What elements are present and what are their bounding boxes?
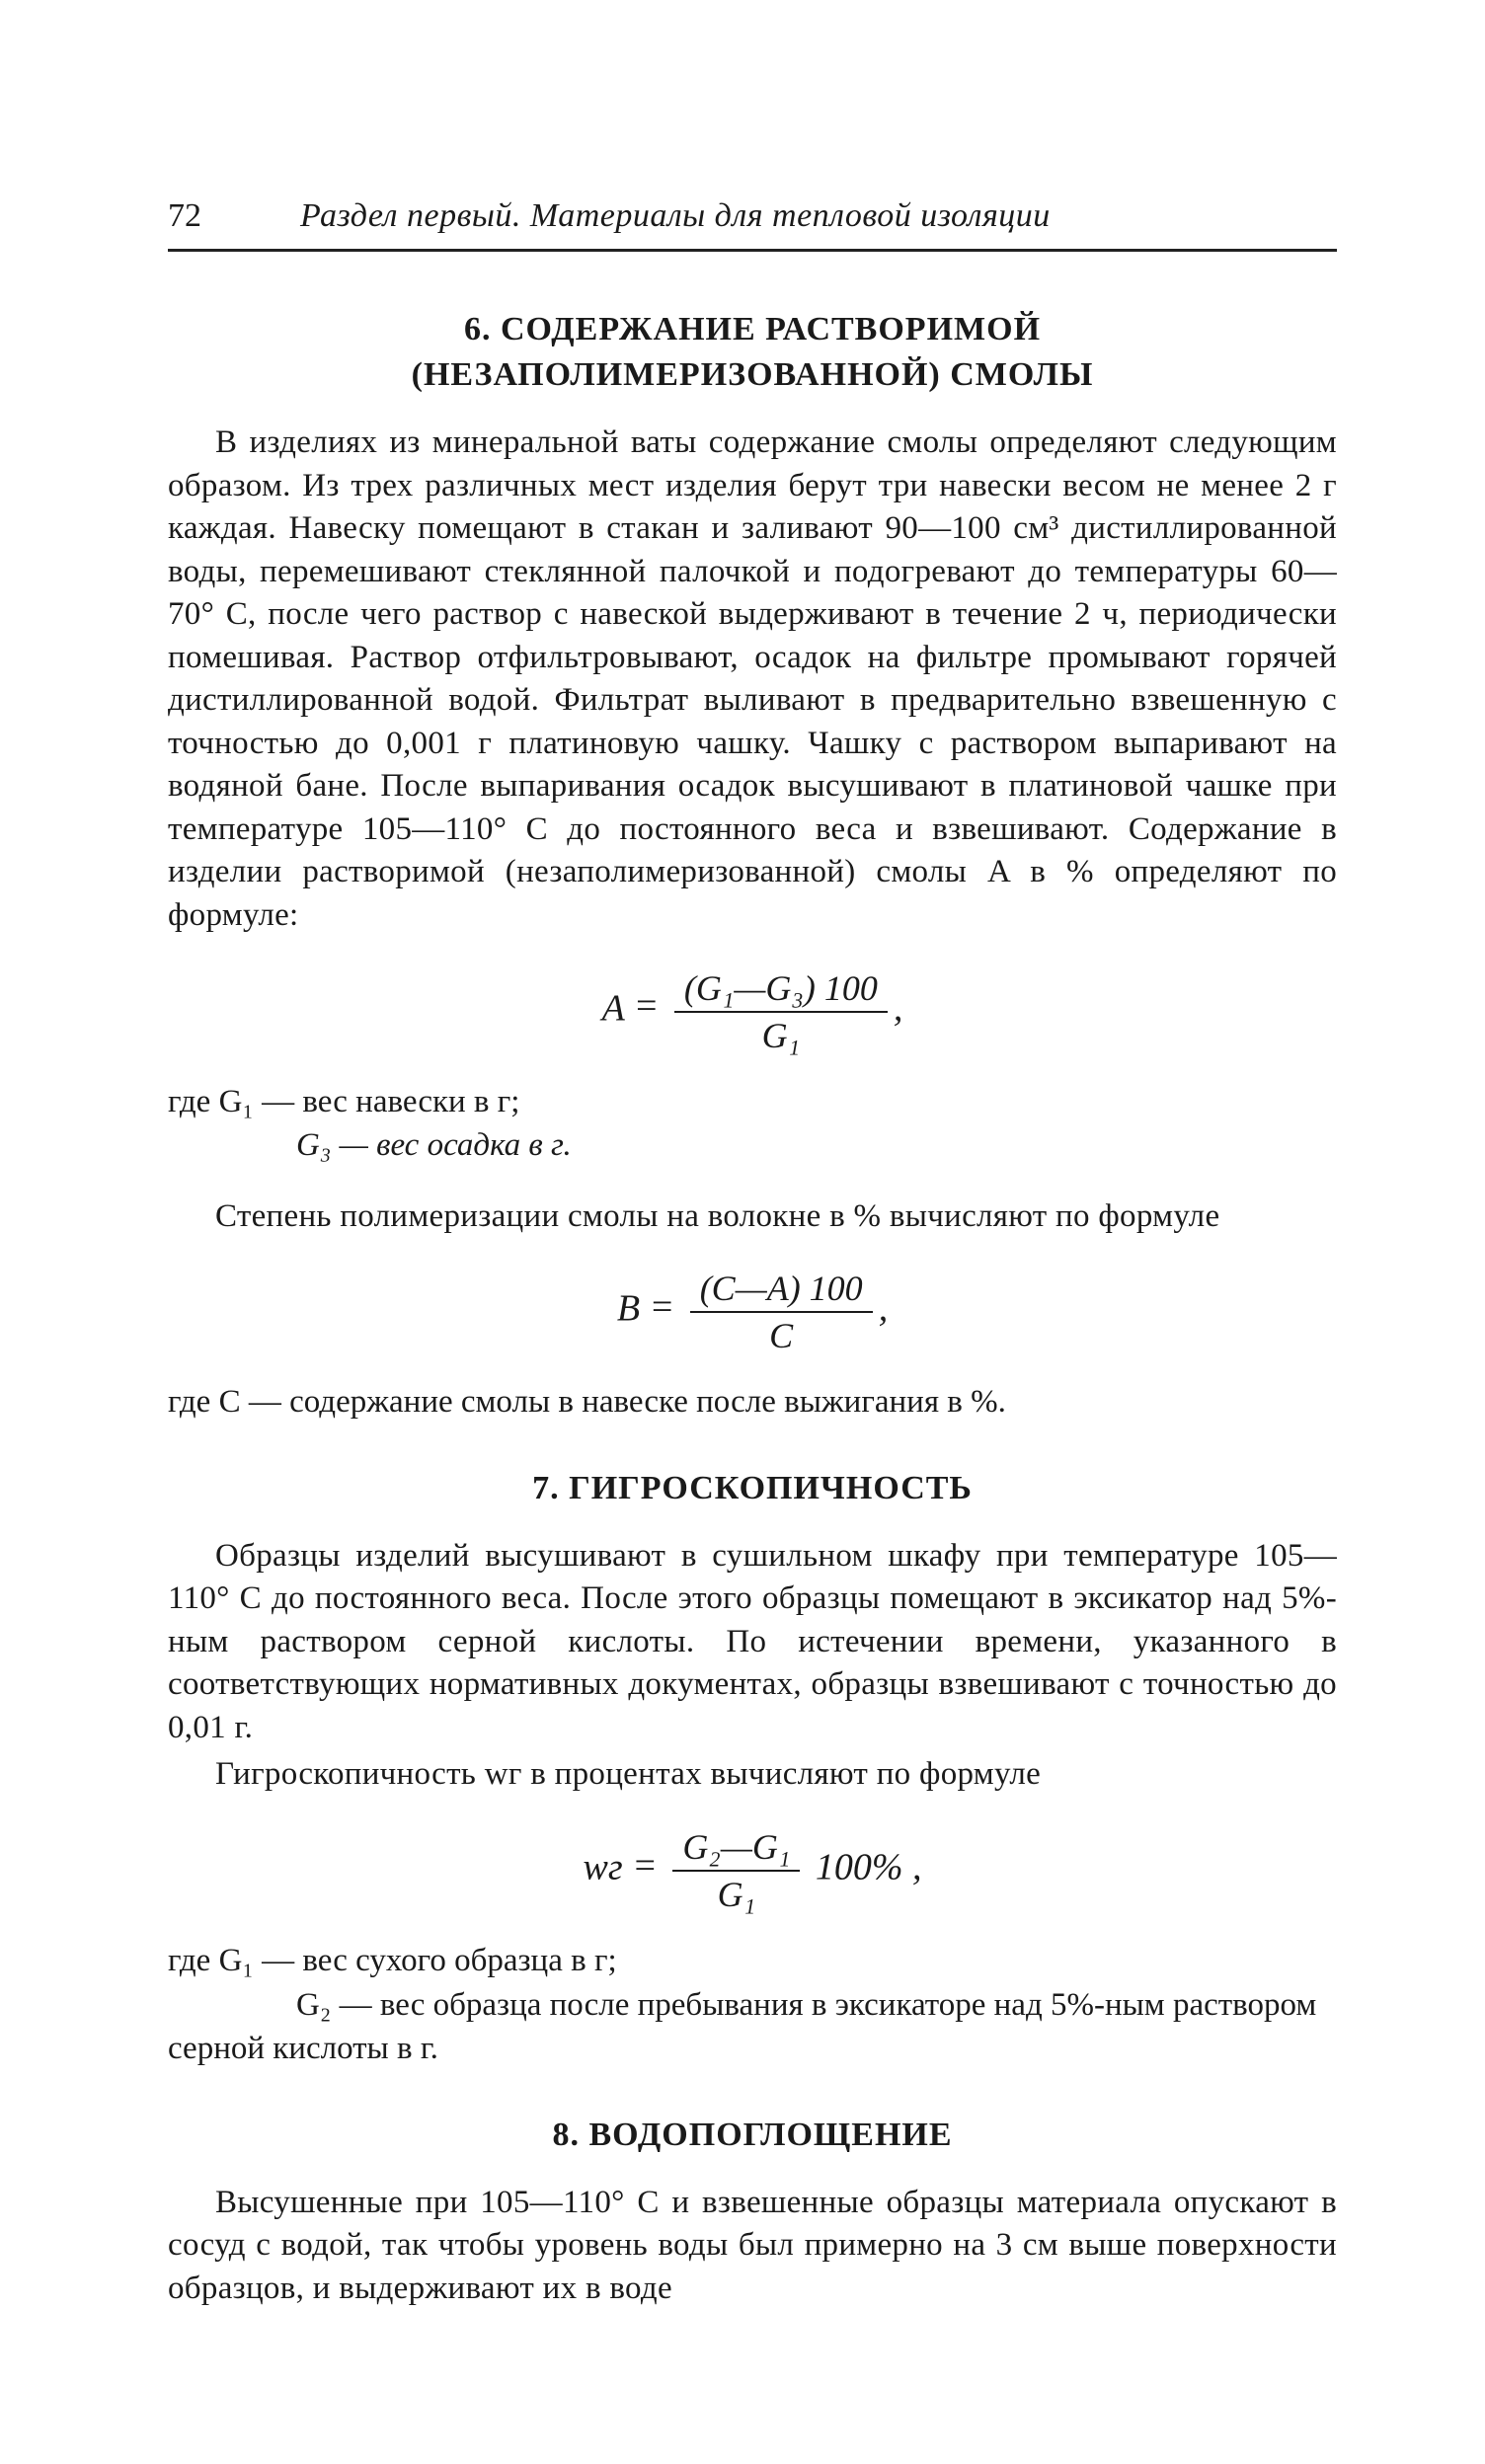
page-header: 72 Раздел первый. Материалы для тепловой… (168, 197, 1337, 252)
where-block-2: где C — содержание смолы в навеске после… (168, 1380, 1337, 1424)
scanned-page: 72 Раздел первый. Материалы для тепловой… (0, 0, 1485, 2464)
where-line-1: где G₁ — вес сухого образца в г; (168, 1943, 617, 1978)
fraction: (C—A) 100 C (690, 1268, 873, 1356)
formula-a: A = (G₁—G₃) 100 G₁ , (168, 967, 1337, 1056)
section-6-title-line-2: (НЕЗАПОЛИМЕРИЗОВАННОЙ) СМОЛЫ (168, 356, 1337, 394)
section-6-title-line-1: 6. СОДЕРЖАНИЕ РАСТВОРИМОЙ (168, 311, 1337, 348)
formula-tail: , (894, 987, 903, 1029)
denominator: G₁ (674, 1013, 888, 1056)
where-line-2: G₃ — вес осадка в г. (296, 1127, 572, 1163)
where-line-2: G₂ — вес образца после пребывания в экси… (168, 1987, 1316, 2067)
section-8-title: 8. ВОДОПОГЛОЩЕНИЕ (168, 2117, 1337, 2154)
text: Высушенные при 105—110° С и взвешенные о… (168, 2185, 1337, 2306)
formula-tail: 100% , (806, 1847, 921, 1888)
text: Образцы изделий высушивают в сушильном ш… (168, 1538, 1337, 1745)
where-line: где C — содержание смолы в навеске после… (168, 1384, 1006, 1420)
text: Гигроскопичность wг в процентах вычисляю… (215, 1756, 1041, 1792)
page-number: 72 (168, 197, 201, 235)
section-8-paragraph-1: Высушенные при 105—110° С и взвешенные о… (168, 2182, 1337, 2311)
text: Степень полимеризации смолы на волокне в… (215, 1198, 1219, 1234)
formula-w: wг = G₂—G₁ G₁ 100% , (168, 1826, 1337, 1915)
where-line-1: где G₁ — вес навески в г; (168, 1084, 519, 1119)
numerator: (G₁—G₃) 100 (674, 967, 888, 1013)
section-6-paragraph-2: Степень полимеризации смолы на волокне в… (168, 1195, 1337, 1239)
numerator: (C—A) 100 (690, 1268, 873, 1313)
running-head: Раздел первый. Материалы для тепловой из… (300, 197, 1051, 235)
fraction: G₂—G₁ G₁ (672, 1826, 800, 1915)
section-7-paragraph-2: Гигроскопичность wг в процентах вычисляю… (168, 1753, 1337, 1797)
formula-tail: , (879, 1288, 889, 1330)
numerator: G₂—G₁ (672, 1826, 800, 1872)
formula-lhs: A (602, 987, 625, 1029)
fraction: (G₁—G₃) 100 G₁ (674, 967, 888, 1056)
formula-lhs: B (617, 1288, 640, 1330)
denominator: G₁ (672, 1872, 800, 1915)
where-block-3: где G₁ — вес сухого образца в г; G₂ — ве… (168, 1939, 1337, 2071)
where-block-1: где G₁ — вес навески в г; G₃ — вес осадк… (168, 1080, 1337, 1168)
text: В изделиях из минеральной ваты содержани… (168, 424, 1337, 933)
section-6-paragraph-1: В изделиях из минеральной ваты содержани… (168, 422, 1337, 938)
formula-lhs: wг (583, 1847, 622, 1888)
formula-b: B = (C—A) 100 C , (168, 1268, 1337, 1356)
section-7-title: 7. ГИГРОСКОПИЧНОСТЬ (168, 1470, 1337, 1507)
denominator: C (690, 1313, 873, 1356)
section-7-paragraph-1: Образцы изделий высушивают в сушильном ш… (168, 1535, 1337, 1750)
